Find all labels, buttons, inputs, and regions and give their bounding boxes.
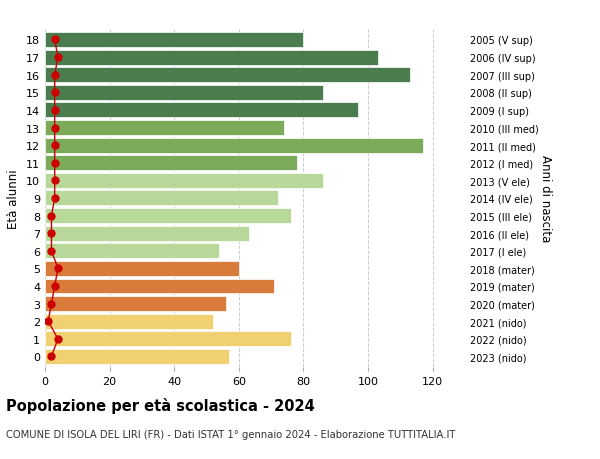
- Bar: [45, 121, 284, 136]
- Bar: [45, 68, 410, 83]
- Bar: [45, 261, 239, 276]
- Text: COMUNE DI ISOLA DEL LIRI (FR) - Dati ISTAT 1° gennaio 2024 - Elaborazione TUTTIT: COMUNE DI ISOLA DEL LIRI (FR) - Dati IST…: [6, 429, 455, 439]
- Bar: [45, 349, 229, 364]
- Bar: [45, 244, 220, 259]
- Bar: [45, 226, 248, 241]
- Bar: [45, 156, 297, 171]
- Y-axis label: Anni di nascita: Anni di nascita: [539, 155, 553, 242]
- Bar: [45, 279, 274, 294]
- Bar: [45, 297, 226, 311]
- Bar: [45, 209, 290, 224]
- Bar: [45, 33, 304, 48]
- Bar: [45, 331, 290, 347]
- Bar: [45, 50, 378, 66]
- Bar: [45, 174, 323, 188]
- Bar: [45, 86, 323, 101]
- Text: Popolazione per età scolastica - 2024: Popolazione per età scolastica - 2024: [6, 397, 315, 413]
- Bar: [45, 138, 423, 153]
- Bar: [45, 103, 358, 118]
- Bar: [45, 191, 278, 206]
- Bar: [45, 314, 213, 329]
- Y-axis label: Età alunni: Età alunni: [7, 169, 20, 228]
